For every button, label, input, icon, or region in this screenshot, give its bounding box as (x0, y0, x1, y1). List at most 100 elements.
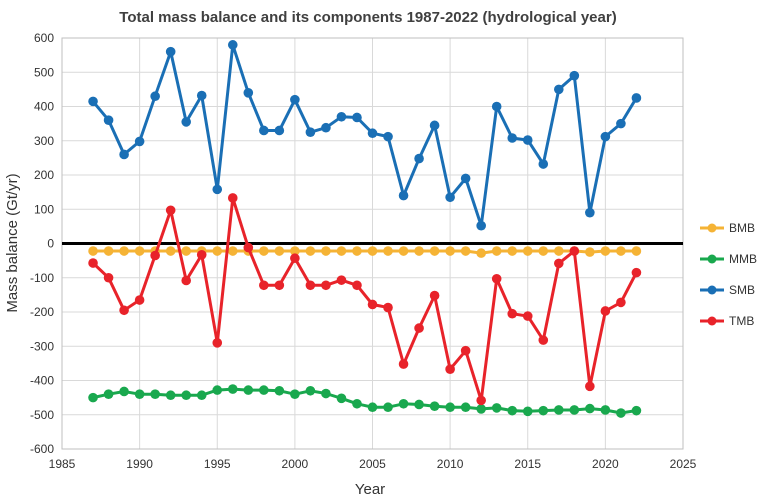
data-point-bmb (290, 246, 300, 256)
data-point-bmb (414, 246, 424, 256)
legend: BMB MMB SMB TMB (700, 221, 757, 328)
data-point-smb (445, 192, 455, 203)
data-point-bmb (367, 246, 378, 256)
data-point-bmb (538, 246, 549, 256)
data-point-tmb (88, 258, 98, 268)
data-point-mmb (336, 393, 347, 404)
data-point-mmb (631, 405, 642, 416)
data-point-smb (476, 220, 486, 231)
chart-title: Total mass balance and its components 19… (119, 9, 616, 26)
data-point-smb (227, 40, 238, 50)
y-axis-title: Mass balance (Gt/yr) (4, 173, 21, 312)
data-point-smb (522, 135, 533, 145)
data-point-mmb (507, 405, 518, 416)
data-point-tmb (290, 253, 300, 264)
data-point-bmb (383, 246, 393, 256)
data-point-bmb (476, 248, 486, 258)
data-point-mmb (476, 404, 486, 414)
data-point-mmb (522, 406, 533, 417)
data-point-tmb (616, 297, 626, 308)
data-point-mmb (119, 386, 129, 397)
data-point-bmb (398, 246, 409, 256)
data-point-mmb (227, 384, 238, 394)
data-point-tmb (476, 395, 486, 406)
data-point-mmb (367, 402, 378, 413)
data-point-tmb (554, 258, 564, 269)
legend-item-mmb: MMB (700, 252, 757, 266)
data-point-smb (181, 117, 191, 127)
y-tick-label: -400 (30, 374, 54, 388)
data-point-bmb (491, 246, 502, 256)
data-point-mmb (445, 402, 455, 413)
x-tick-label: 2020 (592, 457, 619, 471)
data-point-mmb (352, 398, 362, 409)
data-point-tmb (259, 280, 269, 291)
data-point-tmb (196, 250, 207, 260)
data-point-tmb (491, 273, 502, 284)
data-point-smb (290, 94, 300, 105)
data-point-tmb (274, 280, 285, 291)
data-point-mmb (290, 389, 300, 400)
data-point-tmb (321, 280, 331, 291)
data-point-bmb (336, 246, 347, 256)
legend-swatch-marker-smb (707, 285, 717, 295)
data-point-smb (321, 122, 331, 133)
data-point-mmb (414, 399, 424, 410)
data-point-tmb (398, 359, 409, 369)
data-point-bmb (181, 246, 191, 256)
legend-item-tmb: TMB (700, 314, 754, 328)
legend-label-tmb: TMB (729, 314, 754, 328)
data-point-mmb (429, 401, 440, 411)
x-tick-label: 2000 (282, 457, 309, 471)
y-tick-label: -500 (30, 408, 54, 422)
data-point-tmb (538, 335, 549, 345)
data-point-tmb (383, 302, 393, 313)
x-tick-label: 2010 (437, 457, 464, 471)
data-point-mmb (383, 402, 393, 413)
legend-swatch-marker-bmb (707, 223, 717, 233)
data-point-tmb (352, 280, 362, 291)
data-point-smb (196, 90, 207, 101)
legend-item-smb: SMB (700, 283, 755, 297)
data-point-bmb (585, 247, 595, 257)
data-point-mmb (554, 405, 564, 415)
x-axis-title: Year (355, 481, 385, 498)
data-point-mmb (103, 389, 114, 400)
data-point-mmb (600, 405, 611, 415)
x-tick-label: 1995 (204, 457, 231, 471)
data-point-mmb (460, 402, 471, 413)
data-point-smb (243, 88, 254, 98)
series (88, 40, 642, 418)
data-point-tmb (522, 311, 533, 321)
data-point-tmb (569, 246, 580, 256)
series-mmb (88, 384, 642, 418)
data-point-smb (585, 207, 595, 218)
data-point-tmb (305, 280, 316, 291)
y-tick-label: 500 (34, 65, 54, 79)
data-point-smb (134, 136, 145, 147)
data-point-tmb (181, 275, 191, 286)
series-tmb (88, 193, 642, 406)
data-point-mmb (321, 388, 331, 399)
data-point-smb (414, 153, 424, 164)
data-point-bmb (352, 246, 362, 256)
series-smb (88, 40, 642, 231)
data-point-smb (631, 93, 642, 103)
data-point-tmb (507, 308, 518, 319)
y-tick-label: -600 (30, 442, 54, 456)
series-line-smb (91, 43, 638, 228)
data-point-tmb (212, 338, 223, 348)
data-point-bmb (445, 246, 455, 256)
y-tick-label: 400 (34, 100, 54, 114)
data-point-mmb (243, 385, 254, 395)
data-point-tmb (631, 267, 642, 278)
data-point-smb (600, 131, 611, 142)
data-point-bmb (227, 246, 238, 256)
x-tick-label: 2015 (514, 457, 541, 471)
data-point-tmb (367, 299, 378, 310)
data-point-bmb (305, 246, 316, 256)
data-point-mmb (196, 390, 207, 401)
legend-swatch-marker-mmb (707, 254, 717, 264)
x-tick-label: 2005 (359, 457, 386, 471)
data-point-bmb (522, 246, 533, 256)
